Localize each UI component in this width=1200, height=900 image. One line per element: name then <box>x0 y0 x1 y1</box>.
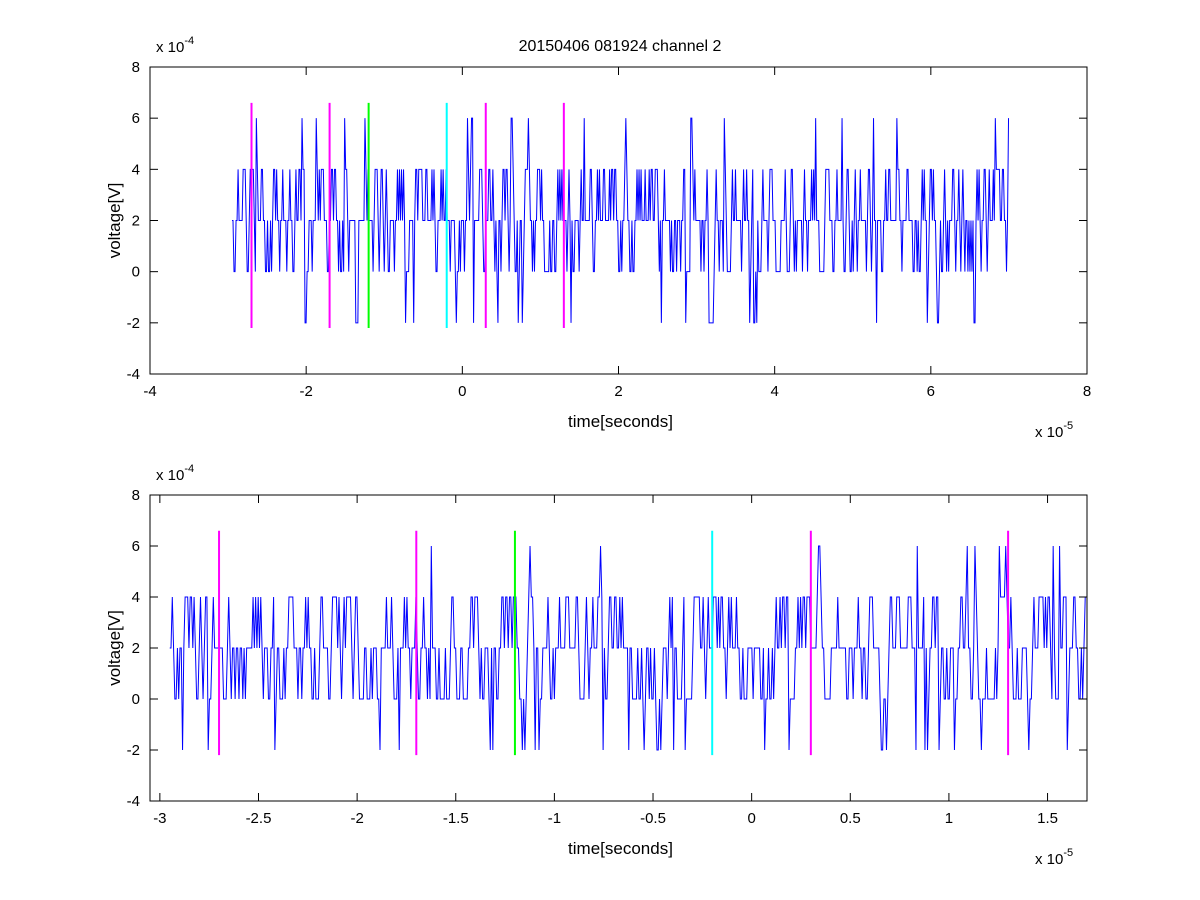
x-tick-label: 6 <box>927 383 935 400</box>
y-tick-label: 6 <box>132 538 140 555</box>
x-axis-label: time[seconds] <box>568 412 673 431</box>
figure-title: 20150406 081924 channel 2 <box>519 38 722 55</box>
y-tick-label: 4 <box>132 161 140 178</box>
top-subplot: -4 -2 0 2 4 6 8 -4 -2 0 2 4 6 8 time[seconds] voltage[V… <box>105 35 1091 441</box>
x-tick-label: -0.5 <box>640 810 666 827</box>
y-axis-label: voltage[V] <box>105 610 124 686</box>
x-tick-label: 1.5 <box>1037 810 1058 827</box>
x-tick-label: 1 <box>945 810 953 827</box>
y-axis-label: voltage[V] <box>105 183 124 259</box>
x-tick-label: 0 <box>747 810 755 827</box>
y-tick-label: 2 <box>132 640 140 657</box>
x-tick-label: -1.5 <box>443 810 469 827</box>
y-multiplier-label: x 10-4 <box>156 35 194 56</box>
voltage-series-line <box>169 545 1087 751</box>
x-tick-label: -3 <box>153 810 166 827</box>
x-tick-label: 8 <box>1083 383 1091 400</box>
x-tick-label: 0.5 <box>840 810 861 827</box>
y-multiplier-label: x 10-4 <box>156 463 194 484</box>
y-tick-label: -4 <box>127 793 140 810</box>
x-tick-label: 4 <box>770 383 778 400</box>
x-tick-label: -2.5 <box>246 810 272 827</box>
x-multiplier-label: x 10-5 <box>1035 420 1073 441</box>
bottom-subplot: -3 -2.5 -2 -1.5 -1 -0.5 0 0.5 1 1.5 -4 -2 0 2 4 6 8 time[… <box>105 463 1088 868</box>
y-tick-label: 0 <box>132 264 140 281</box>
y-tick-label: 6 <box>132 110 140 127</box>
x-multiplier-label: x 10-5 <box>1035 847 1073 868</box>
x-axis-label: time[seconds] <box>568 839 673 858</box>
y-tick-label: 8 <box>132 487 140 504</box>
x-tick-label: 2 <box>614 383 622 400</box>
y-tick-label: -2 <box>127 742 140 759</box>
y-tick-label: 0 <box>132 691 140 708</box>
y-tick-label: 4 <box>132 589 140 606</box>
x-tick-label: -2 <box>299 383 312 400</box>
y-tick-label: 2 <box>132 213 140 230</box>
x-tick-label: -1 <box>548 810 561 827</box>
y-tick-label: 8 <box>132 59 140 76</box>
y-tick-label: -2 <box>127 315 140 332</box>
x-tick-label: -2 <box>350 810 363 827</box>
x-tick-label: -4 <box>143 383 156 400</box>
x-tick-label: 0 <box>458 383 466 400</box>
y-tick-label: -4 <box>127 366 140 383</box>
voltage-series-line <box>231 117 1010 324</box>
